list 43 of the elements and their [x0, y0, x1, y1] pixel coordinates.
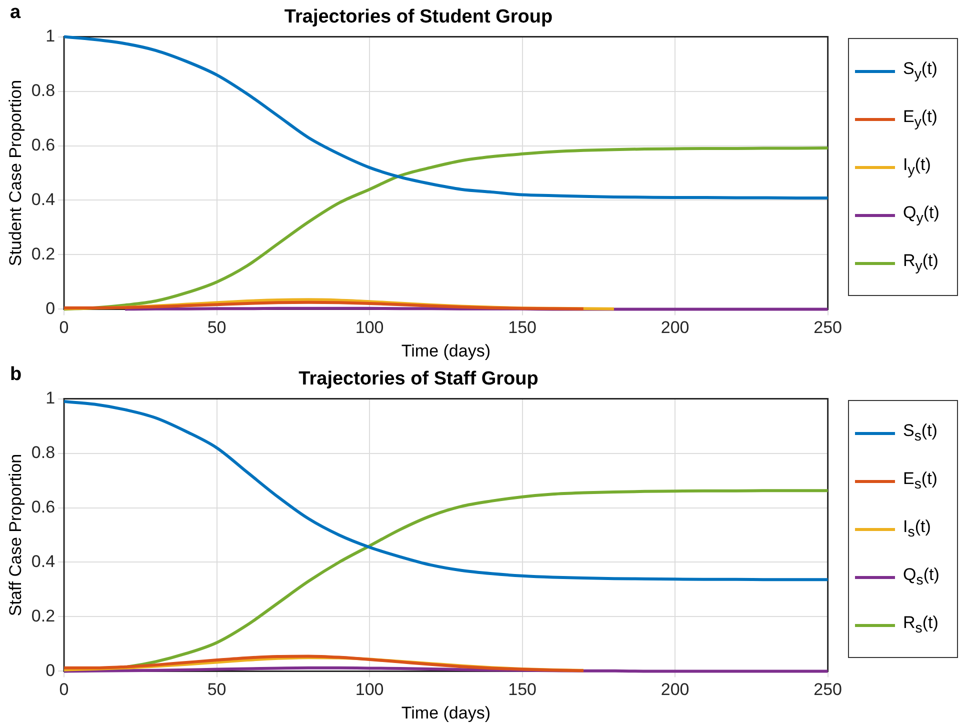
x-tick-label: 50 [207, 318, 226, 338]
text: b [10, 364, 22, 386]
legend-label: I$_{s}$(t) [903, 517, 931, 541]
x-tick-label: 150 [508, 680, 536, 700]
x-tick-label: 100 [355, 680, 384, 700]
legend-label: E$_{s}$(t) [903, 469, 938, 493]
y-tick-label: 0.2 [31, 244, 56, 264]
x-axis-title: Time (days) [401, 341, 490, 360]
x-tick-label: 50 [207, 680, 226, 700]
y-tick-label: 0.4 [31, 552, 56, 571]
legend-label: R$_{s}$(t) [903, 613, 938, 637]
legend-label: S$_{s}$(t) [903, 421, 938, 445]
legend-label: E$_{y}$(t) [903, 107, 938, 131]
y-axis-title: Student Case Proportion [6, 80, 25, 266]
legend-label: Q$_{s}$(t) [903, 565, 940, 589]
x-tick-label: 200 [660, 318, 690, 338]
x-tick-label: 0 [59, 680, 69, 700]
y-tick-label: 1 [46, 388, 56, 408]
y-tick-label: 0.8 [31, 442, 56, 462]
y-tick-label: 0.6 [31, 135, 56, 154]
x-tick-label: 250 [814, 318, 842, 338]
x-tick-label: 0 [59, 318, 69, 338]
legend-label: Q$_{y}$(t) [903, 203, 940, 227]
x-tick-label: 100 [355, 318, 384, 338]
y-axis-title: Staff Case Proportion [6, 454, 25, 616]
text: a [10, 2, 21, 24]
x-axis-title: Time (days) [401, 703, 490, 722]
y-tick-label: 0.8 [31, 80, 56, 100]
legend-label: R$_{y}$(t) [903, 251, 938, 275]
legend-label: S$_{y}$(t) [903, 59, 938, 83]
y-tick-label: 0 [46, 298, 56, 318]
legend-label: I$_{y}$(t) [903, 155, 931, 179]
y-tick-label: 0 [46, 660, 56, 680]
chart-title: Trajectories of Staff Group [298, 368, 538, 390]
y-tick-label: 0.6 [31, 497, 56, 516]
chart-title: Trajectories of Student Group [284, 6, 553, 28]
y-tick-label: 0.2 [31, 606, 56, 626]
line-series [62, 300, 585, 310]
y-tick-label: 0.4 [31, 190, 56, 209]
x-tick-label: 200 [660, 680, 690, 700]
x-tick-label: 250 [814, 680, 842, 700]
x-tick-label: 150 [508, 318, 536, 338]
y-tick-label: 1 [46, 26, 56, 46]
